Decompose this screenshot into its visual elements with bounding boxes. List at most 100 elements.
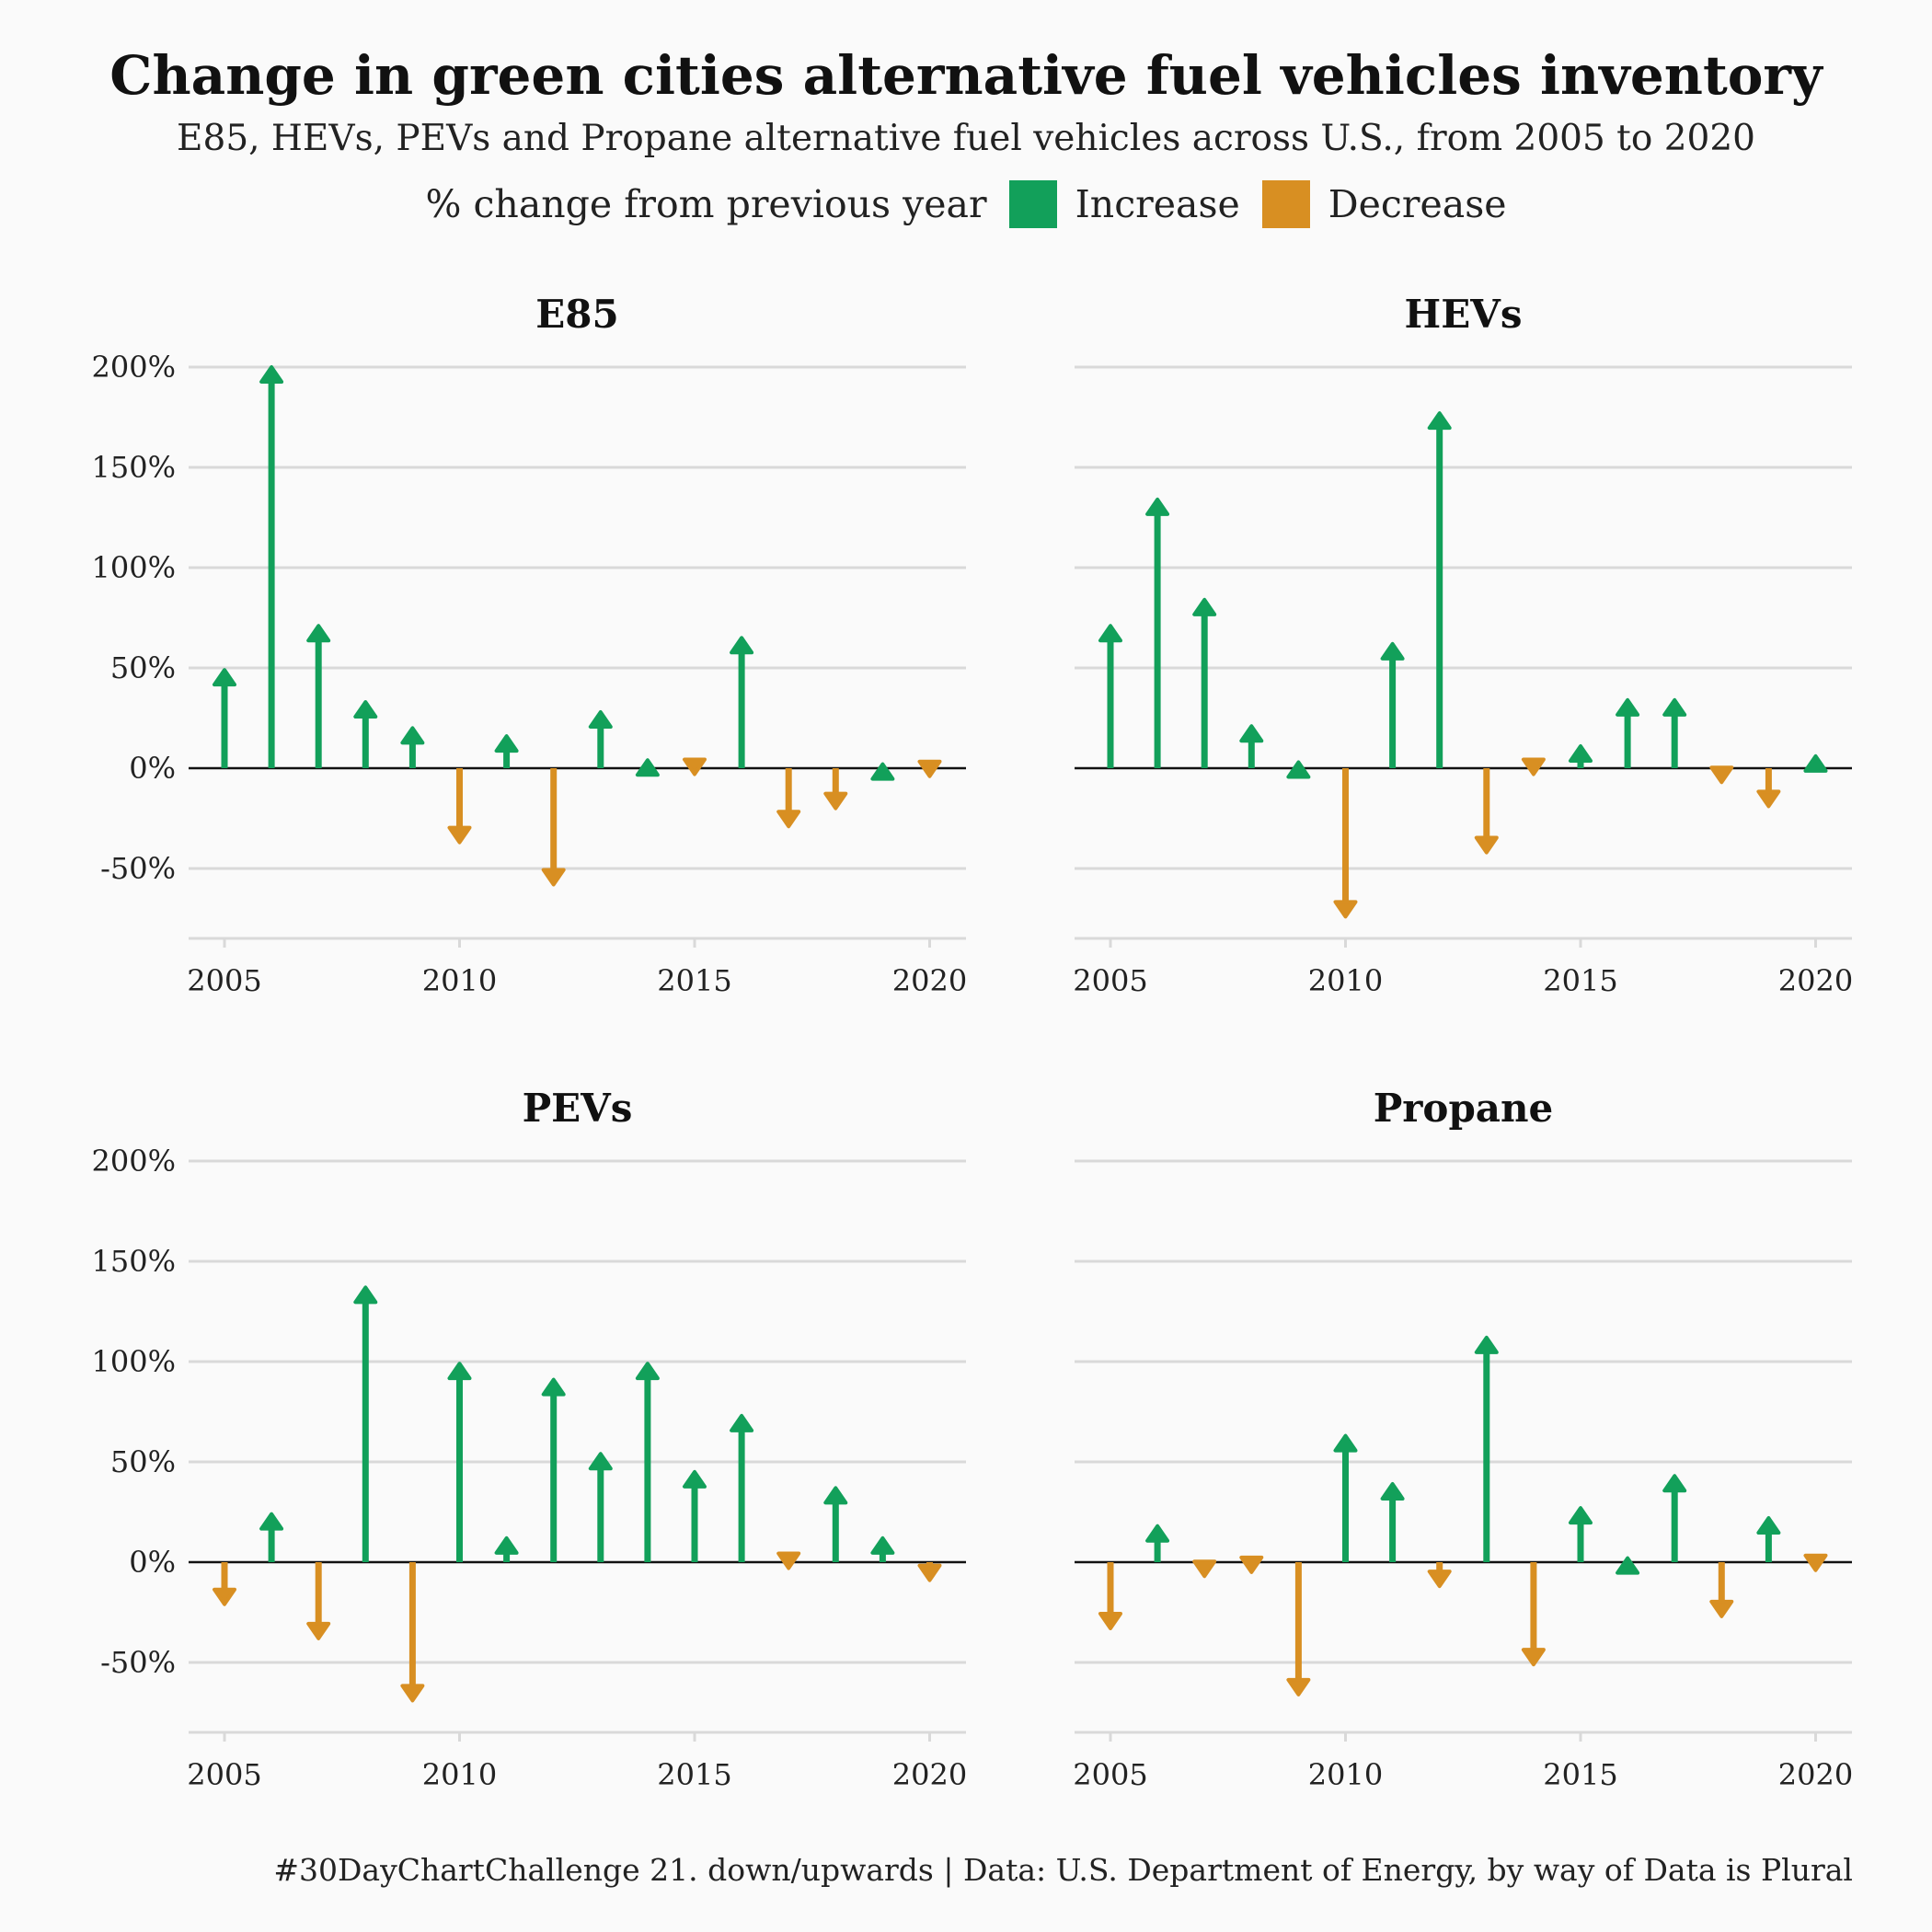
arrow-head — [1474, 1335, 1499, 1354]
arrow-head — [1569, 744, 1593, 764]
arrow-head — [1662, 697, 1687, 717]
arrow-head — [494, 734, 519, 753]
arrow-2005 — [213, 668, 236, 768]
arrow-2007 — [306, 1562, 331, 1640]
x-tick-label: 2005 — [187, 963, 261, 998]
arrow-2008 — [1239, 724, 1264, 768]
x-tick-label: 2020 — [892, 1757, 967, 1792]
arrow-head — [1098, 1611, 1122, 1630]
arrow-2009 — [400, 1562, 425, 1703]
arrow-head — [494, 1535, 519, 1555]
arrow-2006 — [1145, 497, 1170, 768]
panel-title: PEVs — [523, 1086, 633, 1131]
arrow-2007 — [306, 624, 331, 768]
arrow-2010 — [447, 768, 472, 845]
arrow-head — [917, 759, 942, 778]
arrow-2013 — [588, 709, 613, 768]
arrow-2005 — [213, 1562, 236, 1606]
arrow-head — [447, 1362, 472, 1381]
caption: #30DayChartChallenge 21. down/upwards | … — [273, 1852, 1853, 1888]
arrow-2014 — [635, 758, 660, 777]
arrow-head — [1756, 1516, 1781, 1535]
arrow-2014 — [1521, 757, 1546, 776]
legend-increase-swatch — [1008, 180, 1057, 228]
arrow-head — [1427, 1570, 1452, 1589]
arrow-head — [1145, 497, 1170, 516]
x-tick-label: 2010 — [422, 1757, 497, 1792]
arrow-2010 — [1333, 1433, 1358, 1562]
arrow-head — [1662, 1474, 1687, 1493]
arrow-2014 — [1521, 1562, 1546, 1667]
y-tick-label: 200% — [92, 350, 176, 385]
arrow-head — [259, 365, 284, 384]
arrow-head — [776, 1551, 801, 1570]
arrow-2010 — [447, 1362, 472, 1562]
arrow-head — [1380, 1481, 1405, 1501]
x-tick-label: 2005 — [187, 1757, 261, 1792]
arrow-2015 — [1569, 744, 1593, 768]
arrow-2005 — [1098, 624, 1122, 768]
arrow-head — [353, 700, 378, 719]
arrow-2015 — [683, 757, 707, 776]
legend-increase-label: Increase — [1075, 182, 1240, 226]
arrow-2019 — [870, 762, 895, 781]
arrow-head — [1521, 757, 1546, 776]
arrow-head — [870, 762, 895, 781]
arrow-head — [353, 1285, 378, 1305]
x-tick-label: 2015 — [657, 963, 731, 998]
arrow-head — [1145, 1524, 1170, 1543]
arrow-2009 — [400, 726, 425, 768]
arrow-head — [1616, 1556, 1640, 1575]
x-tick-label: 2015 — [1543, 1757, 1617, 1792]
legend-decrease-label: Decrease — [1328, 182, 1507, 226]
panel-pevs: PEVs 200% 150% 100% 50% 0% -50% 2005 2010 2015 202… — [92, 1086, 968, 1792]
panel-propane: Propane 2005 2010 2015 2020 — [1073, 1086, 1853, 1792]
arrow-head — [1803, 753, 1828, 773]
panel-title: HEVs — [1405, 292, 1523, 337]
arrow-2011 — [1380, 641, 1405, 768]
arrow-head — [1427, 411, 1452, 431]
x-tick-label: 2020 — [1778, 963, 1853, 998]
arrow-head — [1616, 697, 1640, 717]
arrow-head — [1192, 597, 1217, 616]
arrow-2011 — [494, 1535, 519, 1562]
arrow-2019 — [870, 1535, 895, 1562]
arrow-2012 — [541, 768, 566, 887]
arrow-head — [1521, 1648, 1546, 1667]
x-tick-label: 2010 — [1308, 963, 1383, 998]
x-tick-label: 2020 — [1778, 1757, 1853, 1792]
arrow-head — [1803, 1553, 1828, 1572]
arrow-head — [1286, 760, 1311, 779]
arrow-head — [588, 1452, 613, 1471]
arrow-head — [1333, 900, 1358, 919]
arrow-2020 — [917, 759, 942, 778]
arrow-2018 — [823, 768, 848, 811]
arrow-head — [1286, 1677, 1311, 1696]
arrow-head — [1098, 624, 1122, 643]
arrow-head — [306, 1621, 331, 1640]
arrow-head — [635, 1362, 660, 1381]
arrow-head — [588, 709, 613, 729]
arrow-head — [541, 868, 566, 887]
legend-decrease-swatch — [1261, 180, 1310, 228]
arrow-head — [730, 1413, 754, 1432]
arrow-2006 — [259, 1512, 284, 1562]
arrow-2009 — [1286, 760, 1311, 779]
y-tick-label: 50% — [110, 650, 176, 685]
arrow-2007 — [1192, 1559, 1217, 1579]
arrow-head — [870, 1535, 895, 1555]
arrow-head — [400, 1684, 425, 1703]
arrow-2010 — [1333, 768, 1358, 919]
arrow-2013 — [1474, 768, 1499, 855]
arrow-head — [1474, 835, 1499, 855]
arrow-2018 — [1709, 1562, 1734, 1618]
arrow-2011 — [494, 734, 519, 768]
arrow-head — [823, 1486, 848, 1505]
y-tick-label: 150% — [92, 1244, 176, 1279]
x-tick-label: 2015 — [657, 1757, 731, 1792]
arrow-head — [776, 810, 801, 829]
arrow-2016 — [1616, 697, 1640, 768]
arrow-2018 — [823, 1486, 848, 1562]
arrow-head — [1192, 1559, 1217, 1579]
